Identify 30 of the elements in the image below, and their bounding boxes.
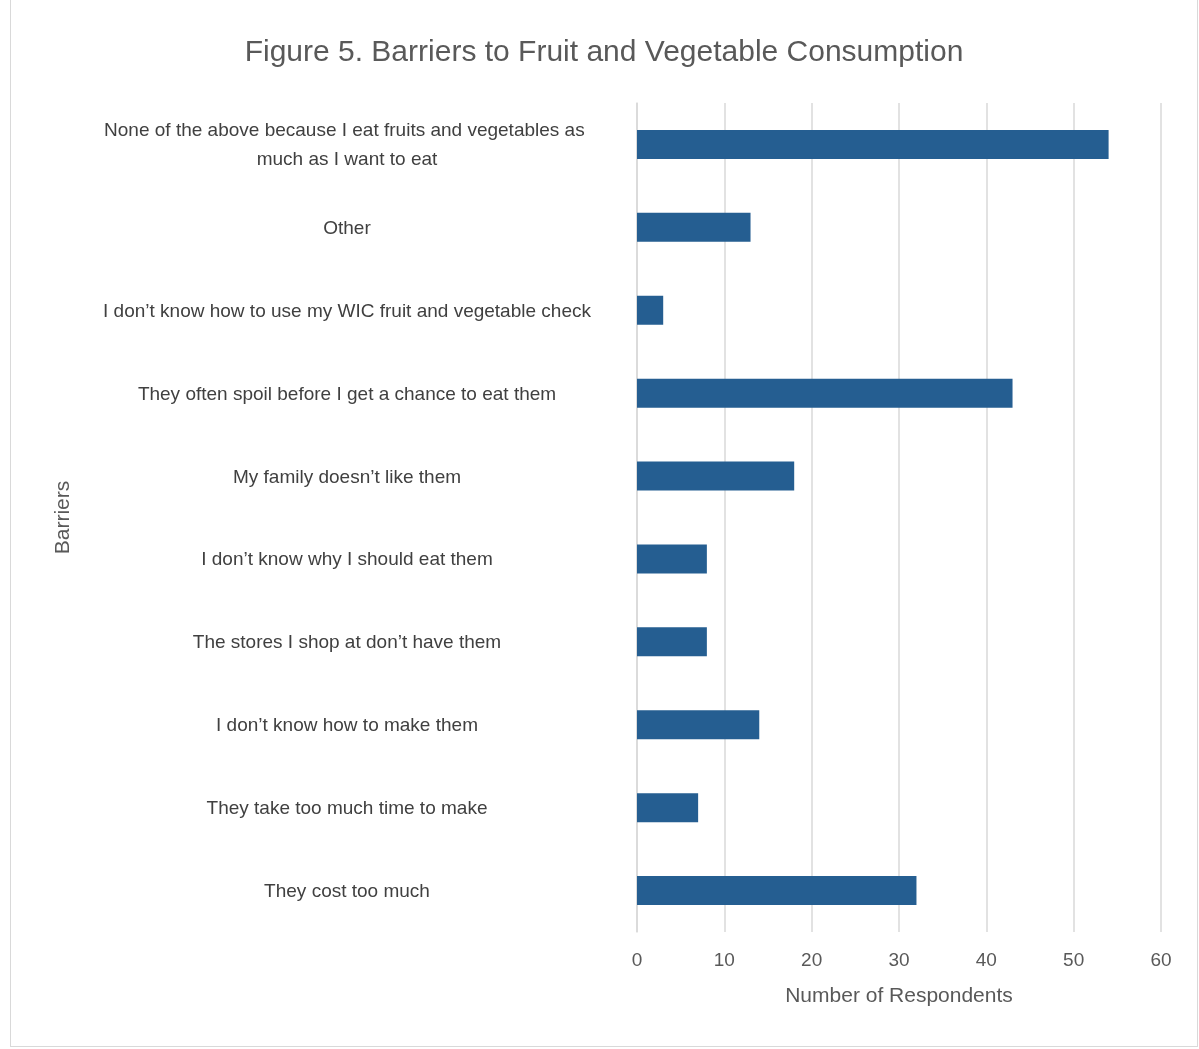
bar: [637, 212, 751, 242]
y-tick-label: None of the above because I eat fruits and vegetables as much as I want to eat: [104, 119, 590, 170]
bar: [637, 793, 699, 823]
y-tick-label: They often spoil before I get a chance to eat them: [137, 382, 557, 404]
y-tick-label: They take too much time to make: [206, 797, 488, 819]
bar: [637, 627, 707, 657]
y-axis-title: Barriers: [50, 480, 73, 555]
x-tick-label: 20: [801, 949, 823, 970]
y-tick-label: Other: [323, 216, 372, 238]
bar: [637, 461, 795, 491]
y-tick-label: I don’t know how to make them: [216, 714, 478, 736]
y-tick-label: I don’t know how to use my WIC fruit and vegetable check: [103, 299, 592, 321]
bar: [637, 295, 664, 325]
x-tick-label: 10: [713, 949, 735, 970]
x-axis-title: Number of Respondents: [785, 983, 1013, 1006]
bar: [637, 544, 707, 574]
x-tick-label: 50: [1063, 949, 1085, 970]
y-tick-label: They cost too much: [264, 880, 430, 902]
y-tick-label: My family doesn’t like them: [232, 465, 462, 487]
x-tick-label: 40: [975, 949, 997, 970]
bar: [637, 710, 760, 740]
chart-title: Figure 5. Barriers to Fruit and Vegetable Consumption: [244, 33, 964, 67]
y-tick-label: I don’t know why I should eat them: [201, 548, 493, 570]
bar: [637, 876, 917, 906]
bar: [637, 129, 1109, 159]
bar: [637, 378, 1013, 408]
x-tick-label: 0: [631, 949, 643, 970]
y-tick-label: The stores I shop at don’t have them: [192, 631, 502, 653]
x-tick-label: 60: [1150, 949, 1172, 970]
x-tick-label: 30: [888, 949, 910, 970]
